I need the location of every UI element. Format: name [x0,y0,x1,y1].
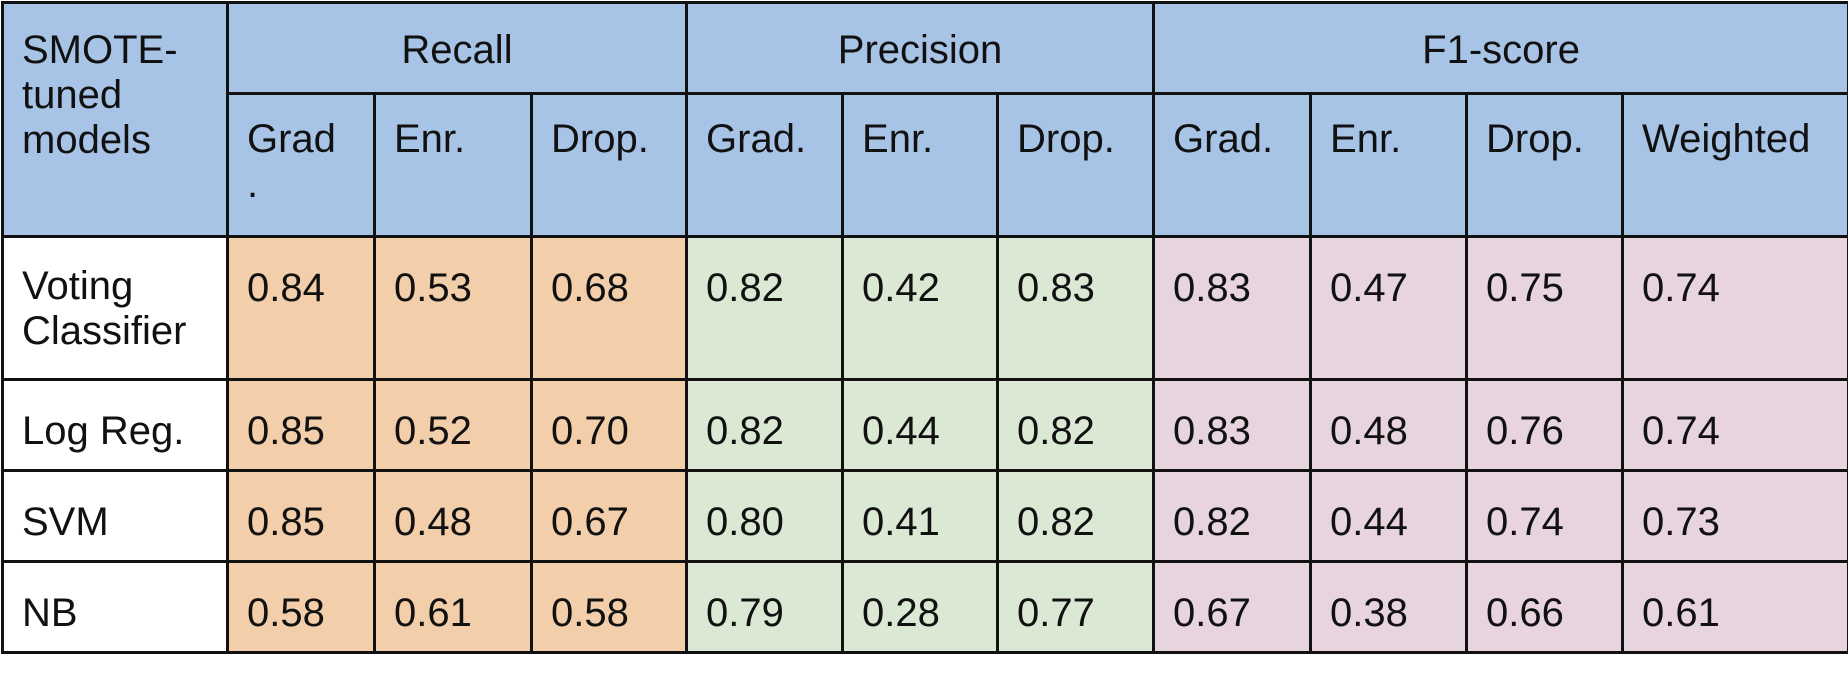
table-cell: 0.53 [375,237,532,380]
table-cell: 0.85 [228,380,375,471]
table-cell: 0.52 [375,380,532,471]
table-cell: 0.44 [1311,471,1467,562]
table-row: SVM 0.85 0.48 0.67 0.80 0.41 0.82 0.82 0… [3,471,1848,562]
table-cell: 0.47 [1311,237,1467,380]
table-cell: 0.42 [843,237,998,380]
model-name: SVM [3,471,228,562]
sub-header-recall-grad: Grad . [228,94,375,237]
table-cell: 0.85 [228,471,375,562]
sub-header-recall-drop: Drop. [532,94,687,237]
table-cell: 0.58 [532,562,687,653]
table-cell: 0.41 [843,471,998,562]
table-cell: 0.74 [1623,380,1848,471]
table-cell: 0.83 [1154,237,1311,380]
table-cell: 0.73 [1623,471,1848,562]
table-cell: 0.74 [1467,471,1623,562]
table-cell: 0.75 [1467,237,1623,380]
table-cell: 0.83 [1154,380,1311,471]
table-cell: 0.76 [1467,380,1623,471]
table-cell: 0.68 [532,237,687,380]
table-cell: 0.82 [687,237,843,380]
table-cell: 0.83 [998,237,1154,380]
table-cell: 0.44 [843,380,998,471]
model-name: Log Reg. [3,380,228,471]
table-cell: 0.48 [1311,380,1467,471]
table-cell: 0.82 [998,380,1154,471]
table-cell: 0.48 [375,471,532,562]
sub-header-f1-weighted: Weighted [1623,94,1848,237]
group-header-recall: Recall [228,3,687,94]
table-row: Log Reg. 0.85 0.52 0.70 0.82 0.44 0.82 0… [3,380,1848,471]
sub-header-row: Grad . Enr. Drop. Grad. Enr. Drop. Grad.… [3,94,1848,237]
sub-header-precision-drop: Drop. [998,94,1154,237]
table-cell: 0.38 [1311,562,1467,653]
table-cell: 0.82 [998,471,1154,562]
table-cell: 0.79 [687,562,843,653]
table-row: Voting Classifier 0.84 0.53 0.68 0.82 0.… [3,237,1848,380]
sub-header-recall-enr: Enr. [375,94,532,237]
table-cell: 0.67 [1154,562,1311,653]
sub-header-f1-drop: Drop. [1467,94,1623,237]
model-name: NB [3,562,228,653]
sub-header-f1-grad: Grad. [1154,94,1311,237]
table-cell: 0.70 [532,380,687,471]
group-header-f1: F1-score [1154,3,1848,94]
table-cell: 0.80 [687,471,843,562]
table-cell: 0.28 [843,562,998,653]
table-cell: 0.84 [228,237,375,380]
sub-header-precision-grad: Grad. [687,94,843,237]
table-cell: 0.66 [1467,562,1623,653]
table-cell: 0.82 [1154,471,1311,562]
table-cell: 0.61 [375,562,532,653]
sub-header-precision-enr: Enr. [843,94,998,237]
table-cell: 0.67 [532,471,687,562]
group-header-precision: Precision [687,3,1154,94]
table-row: NB 0.58 0.61 0.58 0.79 0.28 0.77 0.67 0.… [3,562,1848,653]
table-cell: 0.58 [228,562,375,653]
table-cell: 0.77 [998,562,1154,653]
sub-header-f1-enr: Enr. [1311,94,1467,237]
table-cell: 0.61 [1623,562,1848,653]
table-cell: 0.82 [687,380,843,471]
table-cell: 0.74 [1623,237,1848,380]
model-name: Voting Classifier [3,237,228,380]
